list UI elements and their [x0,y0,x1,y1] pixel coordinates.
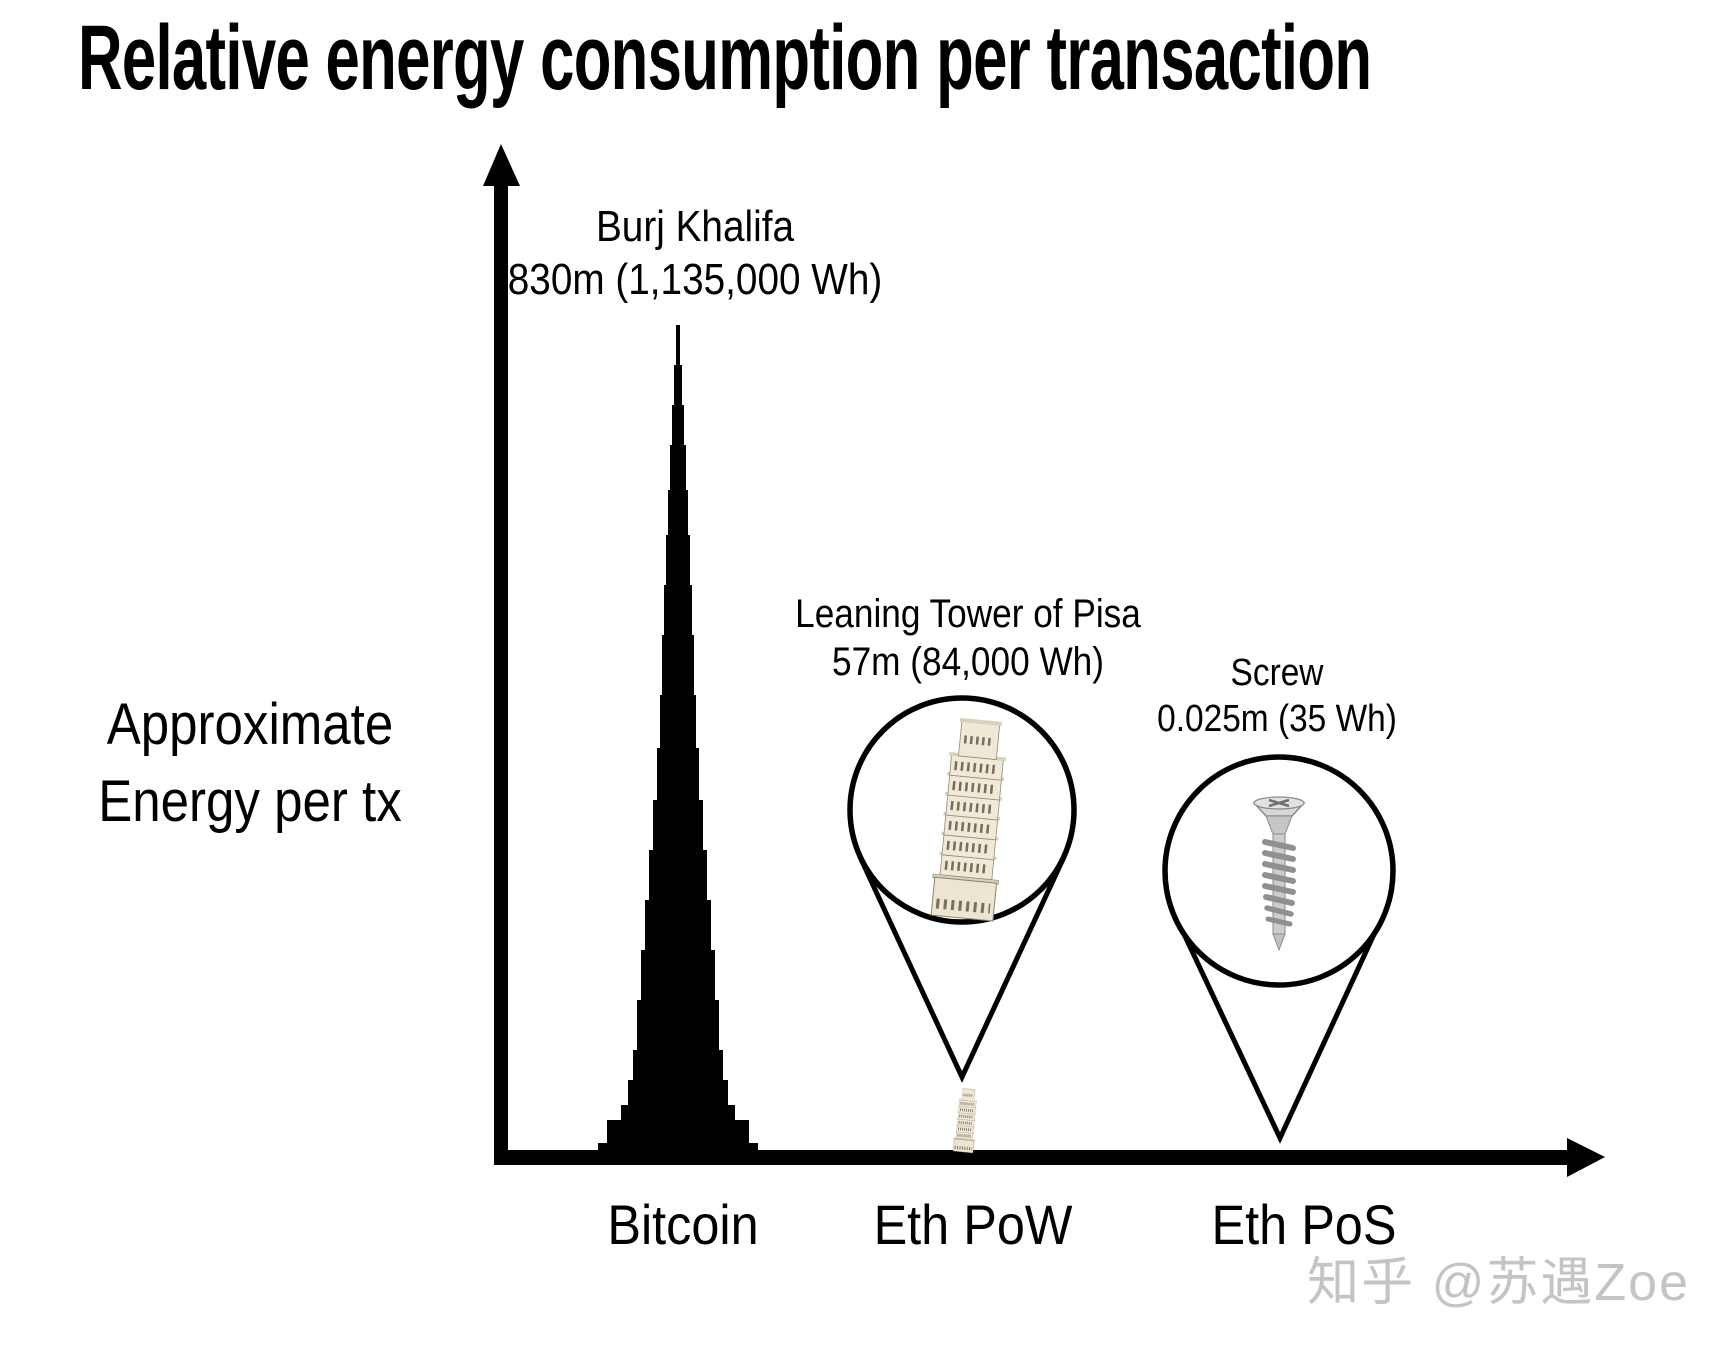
screw-magnifier-group [1162,754,1396,1144]
x-category-bitcoin: Bitcoin [607,1193,759,1256]
screw-annotation: Screw 0.025m (35 Wh) [1057,650,1497,742]
y-axis-line [494,182,508,1164]
y-axis-label-line1: Approximate [106,692,394,757]
burj-annotation-name: Burj Khalifa [595,202,794,251]
leaning-tower-image-small [950,1086,982,1155]
watermark: 知乎 @苏遇Zoe [1307,1254,1690,1312]
y-axis-arrow-icon [483,144,520,186]
y-axis-label: Approximate Energy per tx [30,686,470,840]
screw-magnifier-pointer-lines [1173,915,1385,1144]
screw-annotation-value: 0.025m (35 Wh) [1157,698,1397,740]
pisa-magnifier-pointer-lines [857,855,1067,1083]
screw-annotation-name: Screw [1230,652,1324,694]
burj-annotation: Burj Khalifa 830m (1,135,000 Wh) [431,200,959,306]
screw-image [1252,796,1306,952]
burj-annotation-value: 830m (1,135,000 Wh) [507,255,883,304]
burj-khalifa-shape [598,325,758,1152]
pisa-annotation-value: 57m (84,000 Wh) [832,640,1104,684]
x-axis-line [494,1150,1572,1165]
pisa-annotation-name: Leaning Tower of Pisa [795,592,1141,636]
x-category-eth-pos: Eth PoS [1211,1193,1397,1256]
y-axis-label-line2: Energy per tx [98,769,402,834]
burj-khalifa-silhouette [598,325,758,1152]
x-category-eth-pow: Eth PoW [873,1193,1073,1256]
pisa-magnifier-group [847,695,1077,1155]
pisa-annotation: Leaning Tower of Pisa 57m (84,000 Wh) [748,590,1188,686]
x-axis-arrow-icon [1567,1138,1605,1177]
page-title: Relative energy consumption per transact… [78,7,1372,109]
